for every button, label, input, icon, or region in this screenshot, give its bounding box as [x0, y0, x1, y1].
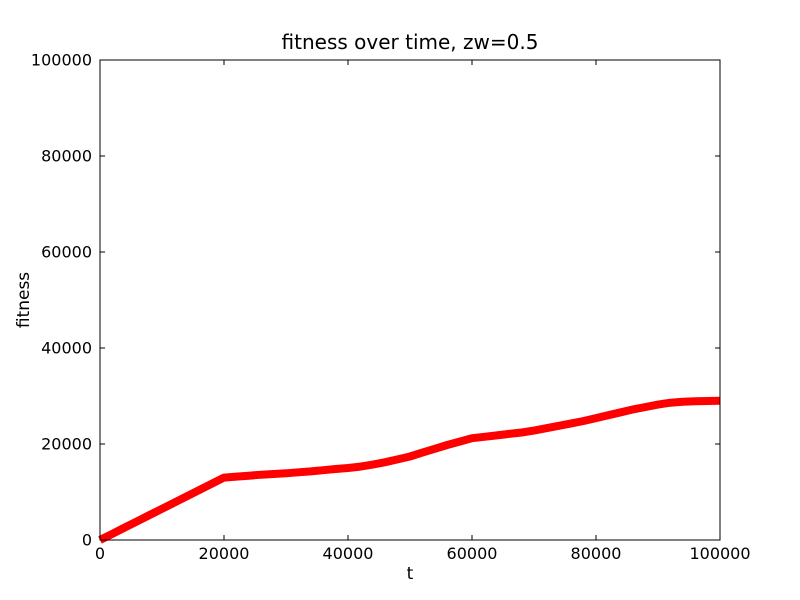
y-tick-label: 20000 — [41, 435, 92, 454]
y-tick-label: 40000 — [41, 339, 92, 358]
x-tick-label: 20000 — [199, 544, 250, 563]
x-axis-label: t — [406, 564, 414, 584]
chart-title: fitness over time, zw=0.5 — [281, 30, 539, 54]
x-tick-label: 60000 — [447, 544, 498, 563]
axes-frame — [99, 59, 721, 541]
x-tick-label: 100000 — [689, 544, 750, 563]
series-line-fitness — [98, 396, 721, 544]
y-tick-label: 100000 — [31, 51, 92, 70]
x-tick-label: 0 — [95, 544, 105, 563]
y-tick-label: 0 — [82, 531, 92, 550]
y-tick-label: 80000 — [41, 147, 92, 166]
y-axis-label: fitness — [14, 271, 34, 329]
y-tick-label: 60000 — [41, 243, 92, 262]
x-tick-label: 80000 — [571, 544, 622, 563]
x-tick-label: 40000 — [323, 544, 374, 563]
